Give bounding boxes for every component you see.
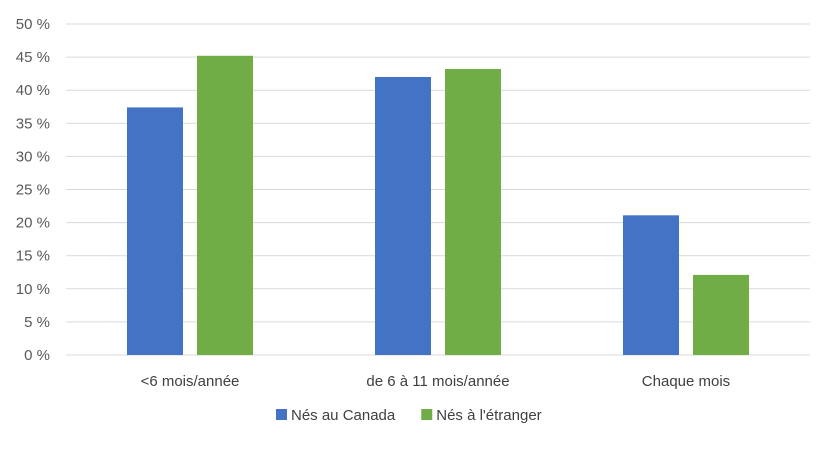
y-tick-label: 0 % — [24, 347, 50, 364]
bar-series0-cat0 — [127, 107, 183, 355]
category-label: <6 mois/année — [141, 373, 240, 390]
legend-swatch-0 — [276, 409, 287, 420]
category-label: Chaque mois — [642, 373, 730, 390]
y-tick-label: 15 % — [16, 248, 50, 265]
bar-series0-cat1 — [375, 76, 431, 356]
x-axis-category-labels: <6 mois/année de 6 à 11 mois/année Chaque … — [141, 373, 731, 390]
category-label: de 6 à 11 mois/année — [366, 373, 509, 390]
y-tick-label: 20 % — [16, 215, 50, 232]
y-tick-label: 45 % — [16, 49, 50, 66]
y-tick-label: 50 % — [16, 16, 50, 33]
legend-label-1: Nés à l'étranger — [436, 407, 541, 424]
bar-series0-cat2 — [623, 215, 679, 355]
bar-series1-cat2 — [693, 274, 749, 355]
bar-series1-cat0 — [197, 55, 253, 355]
y-tick-label: 35 % — [16, 115, 50, 132]
y-tick-label: 5 % — [24, 314, 50, 331]
y-tick-label: 25 % — [16, 182, 50, 199]
y-tick-label: 40 % — [16, 82, 50, 99]
y-axis-tick-labels: 0 % 5 % 10 % 15 % 20 % 25 % 30 % 35 % 40 % 45 % 50… — [16, 16, 50, 364]
y-tick-label: 30 % — [16, 148, 50, 165]
y-tick-label: 10 % — [16, 281, 50, 298]
legend-swatch-1 — [421, 409, 433, 420]
legend-label-0: Nés au Canada — [291, 407, 396, 424]
gridlines — [66, 23, 810, 356]
bar-series1-cat1 — [445, 69, 501, 356]
legend: Nés au Canada Nés à l'étranger — [276, 407, 542, 424]
bars — [127, 55, 749, 356]
